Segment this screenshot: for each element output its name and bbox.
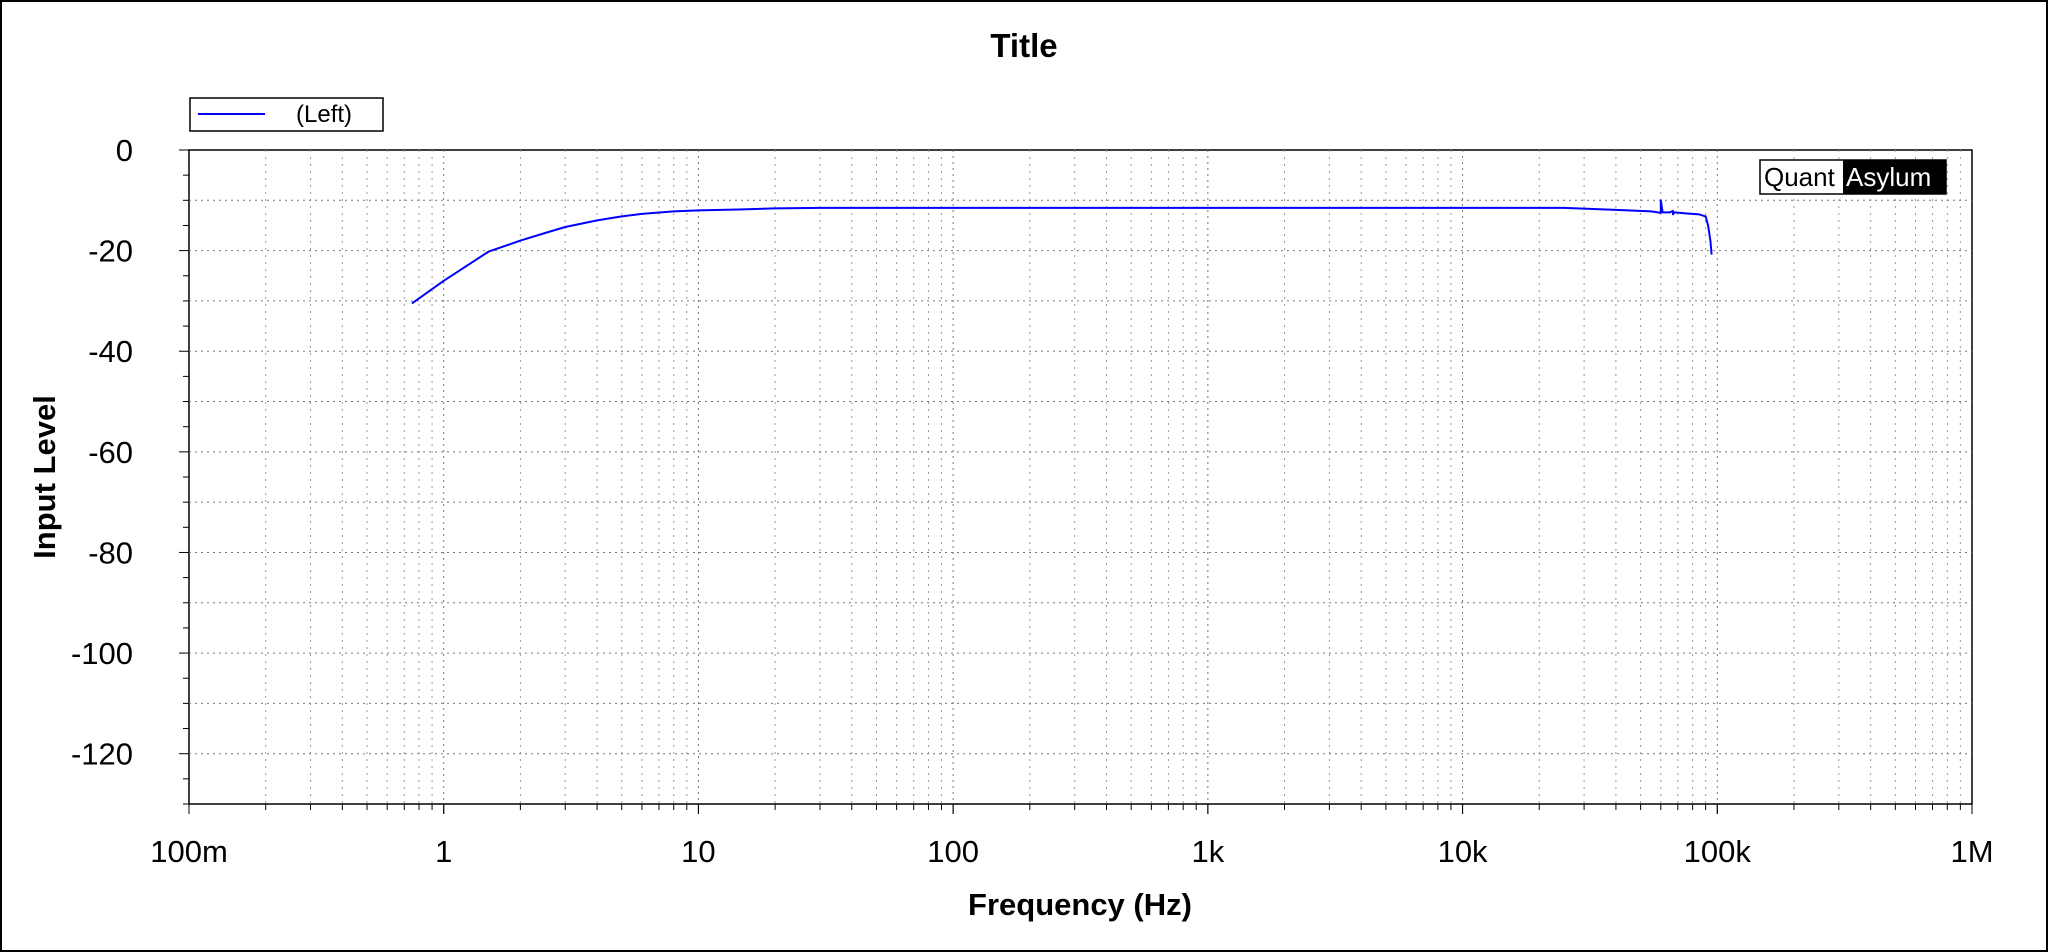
y-tick-label: -40 (88, 334, 133, 369)
y-axis-title: Input Level (27, 395, 62, 559)
chart-title: Title (990, 27, 1057, 64)
x-tick-label: 1k (1191, 834, 1224, 869)
y-tick-label: -20 (88, 234, 133, 269)
watermark-dark-part (1843, 160, 1946, 194)
x-tick-label: 10 (681, 834, 715, 869)
x-tick-label: 100 (927, 834, 979, 869)
y-tick-label: -60 (88, 435, 133, 470)
x-axis-title: Frequency (Hz) (968, 887, 1192, 922)
x-tick-labels: 100m 1 10 100 1k 10k 100k 1M (150, 834, 1993, 869)
watermark-text-quant: Quant (1764, 162, 1836, 192)
axis-ticks (179, 149, 1973, 814)
legend: (Left) (189, 97, 384, 132)
y-tick-label: -120 (71, 737, 133, 772)
y-tick-labels: 0 -20 -40 -60 -80 -100 -120 (71, 133, 133, 772)
grid (189, 150, 1972, 804)
y-tick-label: -100 (71, 636, 133, 671)
quantasylum-watermark: Quant Asylum (1759, 159, 1947, 195)
y-tick-label: -80 (88, 535, 133, 570)
y-tick-label: 0 (116, 133, 133, 168)
x-tick-label: 100m (150, 834, 228, 869)
watermark-text-asylum: Asylum (1846, 162, 1931, 192)
x-tick-label: 1 (435, 834, 452, 869)
plot-area (188, 149, 1973, 805)
x-tick-label: 1M (1950, 834, 1993, 869)
series-line-left (411, 199, 1713, 305)
x-tick-label: 10k (1438, 834, 1488, 869)
x-tick-label: 100k (1684, 834, 1752, 869)
legend-label: (Left) (296, 101, 352, 128)
series-group (411, 199, 1713, 305)
